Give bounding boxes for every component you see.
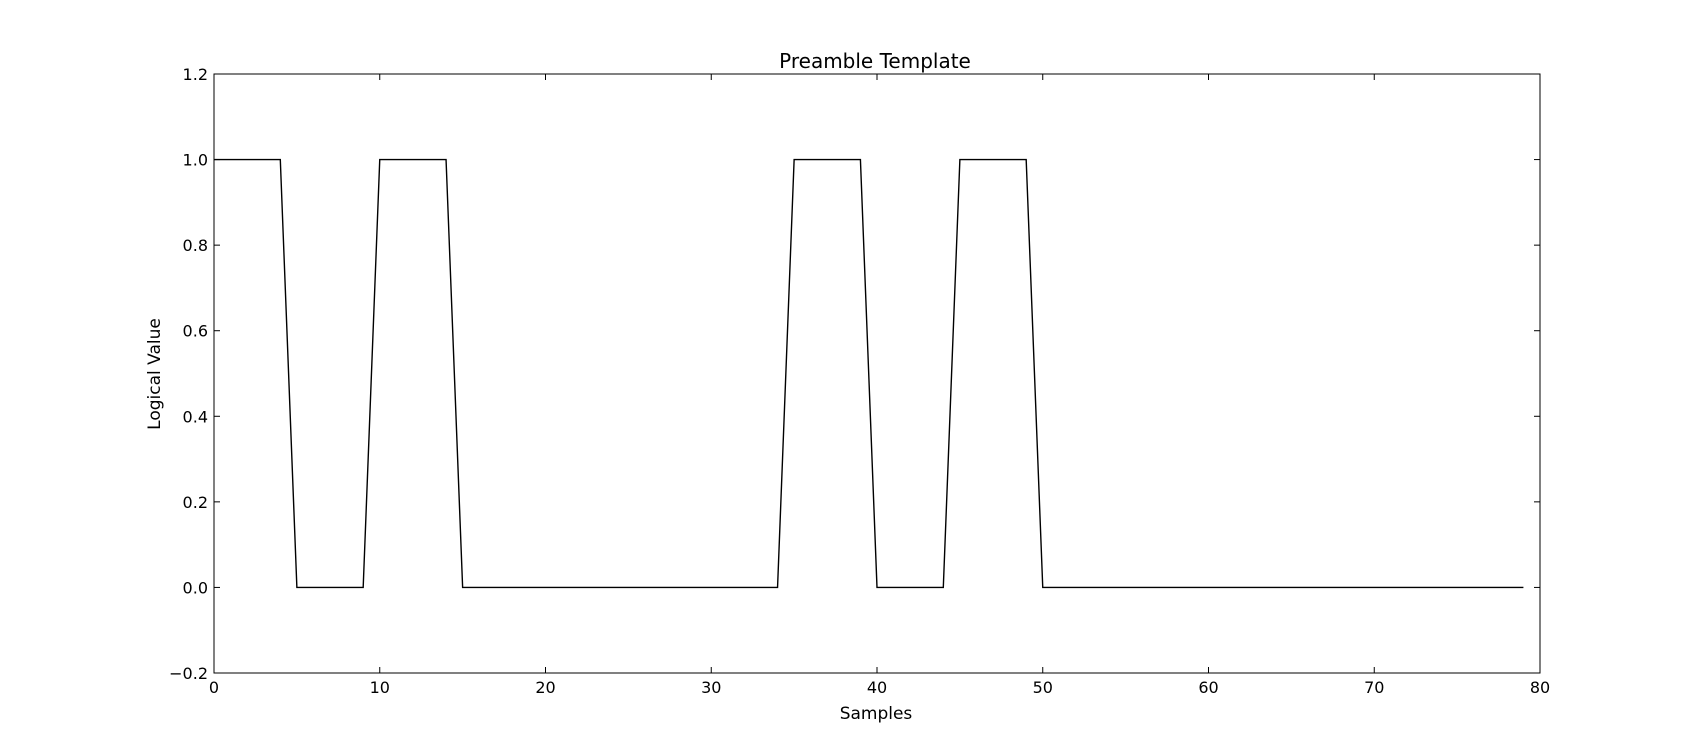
y-tick-label: 1.0 [183, 151, 208, 170]
x-tick-label: 30 [701, 678, 721, 697]
x-tick-label: 70 [1364, 678, 1384, 697]
y-tick-label: 0.2 [183, 493, 208, 512]
x-tick-label: 20 [535, 678, 555, 697]
y-tick-label: 0.8 [183, 236, 208, 255]
x-tick-label: 80 [1530, 678, 1550, 697]
x-tick-label: 60 [1198, 678, 1218, 697]
y-tick-label: −0.2 [169, 664, 208, 683]
y-tick-label: 0.0 [183, 578, 208, 597]
y-axis-title: Logical Value [145, 318, 165, 430]
chart-title: Preamble Template [779, 49, 971, 73]
plot-area: 0 10 20 30 40 50 60 70 80 −0.2 0.0 0.2 0.4 0.6 0.8 1.0 1… [169, 65, 1550, 697]
x-tick-label: 0 [209, 678, 219, 697]
series-line [214, 158, 1524, 589]
y-tick-label: 0.6 [183, 322, 208, 341]
x-tick-label: 50 [1033, 678, 1053, 697]
x-tick-label: 40 [867, 678, 887, 697]
x-axis-title: Samples [840, 704, 913, 724]
y-tick-label: 0.4 [183, 407, 208, 426]
x-tick-label: 10 [370, 678, 390, 697]
y-tick-label: 1.2 [183, 65, 208, 84]
